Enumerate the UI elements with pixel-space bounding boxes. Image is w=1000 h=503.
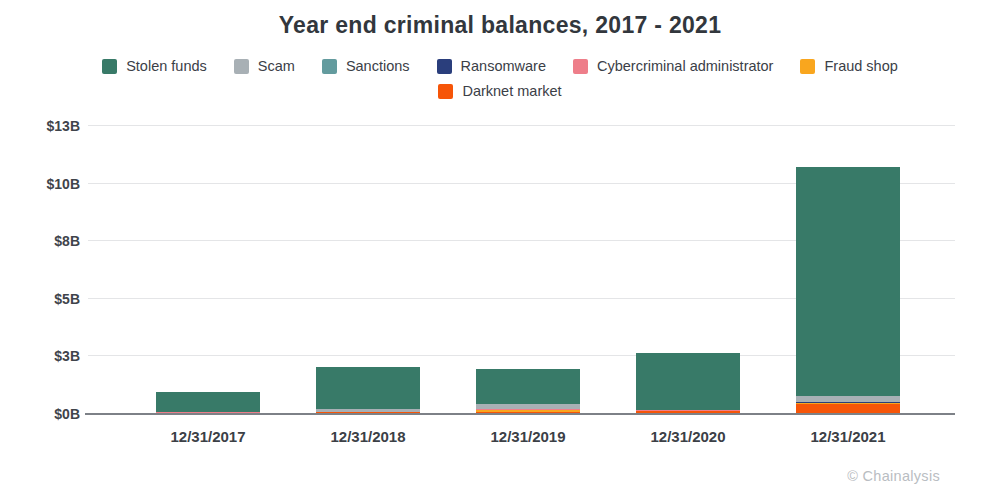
legend-label: Stolen funds [126,58,207,74]
legend-item-ransomware: Ransomware [437,58,546,74]
bar-12-31-2018 [316,367,420,414]
legend-swatch-icon [800,59,815,74]
x-tick-label: 12/31/2017 [128,428,288,445]
y-axis-tick-labels: $0B$3B$5B$8B$10B$13B [0,126,80,414]
legend-label: Sanctions [346,58,410,74]
legend-swatch-icon [322,59,337,74]
x-tick-label: 12/31/2018 [288,428,448,445]
legend-label: Darknet market [462,83,561,99]
bar-12-31-2021 [796,167,900,414]
legend-row-2: Darknet market [0,83,1000,99]
y-tick-label: $10B [0,176,80,192]
legend-label: Cybercriminal administrator [597,58,773,74]
legend-label: Ransomware [461,58,546,74]
y-tick-label: $0B [0,406,80,422]
legend-row-1: Stolen funds Scam Sanctions Ransomware Cyber… [0,58,1000,74]
legend-label: Scam [258,58,295,74]
bar-segment-stolen-funds [316,367,420,410]
legend-item-cybercriminal-administrator: Cybercriminal administrator [573,58,773,74]
x-axis-line [85,413,955,415]
legend-swatch-icon [102,59,117,74]
bar-segment-stolen-funds [636,353,740,409]
gridline [88,125,955,126]
bar-12-31-2017 [156,392,260,414]
x-axis-tick-labels: 12/31/201712/31/201812/31/201912/31/2020… [0,428,1000,448]
legend-label: Fraud shop [824,58,897,74]
bar-segment-stolen-funds [476,369,580,404]
legend-swatch-icon [437,59,452,74]
x-tick-label: 12/31/2020 [608,428,768,445]
legend-swatch-icon [573,59,588,74]
chart-title: Year end criminal balances, 2017 - 2021 [0,12,1000,39]
bar-segment-stolen-funds [156,392,260,412]
legend-item-fraud-shop: Fraud shop [800,58,897,74]
legend-item-scam: Scam [234,58,295,74]
plot-area [88,126,955,414]
x-tick-label: 12/31/2019 [448,428,608,445]
y-tick-label: $5B [0,291,80,307]
bar-12-31-2019 [476,369,580,414]
legend-swatch-icon [234,59,249,74]
bar-segment-stolen-funds [796,167,900,396]
legend-item-stolen-funds: Stolen funds [102,58,207,74]
legend-item-darknet-market: Darknet market [438,83,561,99]
attribution-text: © Chainalysis [847,468,940,484]
y-tick-label: $3B [0,348,80,364]
x-tick-label: 12/31/2021 [768,428,928,445]
legend-item-sanctions: Sanctions [322,58,410,74]
chart-canvas: Year end criminal balances, 2017 - 2021 … [0,0,1000,503]
bar-12-31-2020 [636,353,740,414]
y-tick-label: $13B [0,118,80,134]
y-tick-label: $8B [0,233,80,249]
legend-swatch-icon [438,84,453,99]
